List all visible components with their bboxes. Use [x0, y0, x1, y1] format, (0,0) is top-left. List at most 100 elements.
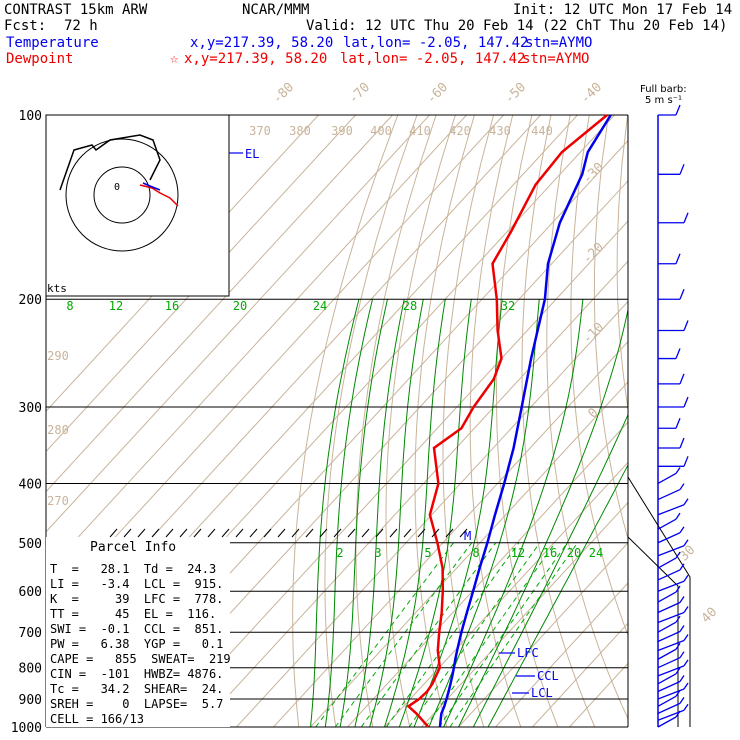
temperature-latlon: lat,lon= -2.05, 147.42	[343, 35, 529, 51]
hatch-mark	[361, 528, 370, 538]
isotherm-line	[532, 622, 628, 727]
parcel-info-box	[46, 537, 230, 727]
mixing-ratio-label: 8	[66, 299, 73, 313]
pressure-label: 300	[19, 401, 42, 416]
isotherm-line	[46, 115, 393, 493]
wind-barb	[657, 611, 685, 624]
wind-barb-flag	[683, 320, 689, 331]
mixing-ratio-label: 28	[403, 299, 417, 313]
hatch-mark	[249, 528, 258, 538]
temperature-legend: Temperature	[6, 35, 99, 51]
dry-adiabat-line	[546, 115, 628, 720]
parcel-info-row: Tc = 34.2 SHEAR= 24.	[50, 682, 224, 696]
mixing-ratio-lines	[315, 542, 578, 727]
dry-adiabat-line	[593, 115, 628, 541]
wind-barb-flag	[683, 659, 689, 667]
hatch-mark	[137, 528, 146, 538]
wind-barb-flag	[675, 348, 681, 359]
hatch-mark	[445, 528, 454, 538]
wind-barb-flag	[675, 667, 681, 675]
isotherm-line	[46, 115, 356, 453]
wind-barb-flag	[683, 574, 689, 582]
wind-barb	[657, 621, 677, 633]
hatch-mark	[263, 528, 272, 538]
mixing-ratio-label: 24	[313, 299, 327, 313]
theta-label: 270	[47, 494, 69, 508]
wind-barb	[657, 657, 681, 669]
isotherm-label: -50	[502, 80, 529, 107]
moist-adiabat-line	[310, 299, 360, 727]
mixing-ratio-label: 2	[336, 546, 343, 560]
hatch-mark	[221, 528, 230, 538]
mixing-ratio-line	[385, 542, 520, 727]
wind-barb	[657, 639, 685, 652]
annotation-m: M	[464, 529, 471, 543]
wind-barb-flag	[679, 164, 685, 175]
temperature-xy: x,y=217.39, 58.20	[190, 35, 334, 51]
pressure-label: 400	[19, 477, 42, 492]
mixing-ratio-label: 20	[233, 299, 247, 313]
mixing-ratio-label: 8	[472, 546, 479, 560]
wind-barb-flag	[675, 512, 681, 520]
wind-barb-flag	[675, 642, 681, 650]
annotation-ccl: CCL	[537, 669, 559, 683]
isotherm-label: -80	[270, 80, 297, 107]
parcel-info-row: CIN = -101 HWBZ= 4876.	[50, 667, 224, 681]
hatch-mark	[403, 528, 412, 538]
hatch-mark	[375, 528, 384, 538]
pressure-label: 700	[19, 626, 42, 641]
isotherm-line	[46, 115, 467, 573]
dewpoint-legend: Dewpoint	[6, 51, 74, 67]
wind-barb	[657, 504, 685, 516]
forecast-hour: 72 h	[64, 18, 98, 34]
theta-label: 370	[249, 124, 271, 138]
dewpoint-station: stn=AYMO	[522, 51, 590, 67]
theta-label: 420	[449, 124, 471, 138]
hodograph-ring-inner	[93, 166, 151, 224]
wind-barb-flag	[679, 625, 685, 632]
theta-label: 430	[489, 124, 511, 138]
wind-barb	[657, 518, 677, 530]
dry-adiabat-line	[703, 115, 740, 727]
mixing-ratio-line	[315, 542, 454, 727]
temperature-profile-line	[438, 114, 612, 728]
parcel-info-row: TT = 45 EL = 116.	[50, 607, 217, 621]
wind-barb-flag	[683, 703, 689, 711]
hodograph-trace-low	[139, 184, 179, 207]
wind-barb-flag	[679, 596, 685, 603]
wind-barb-flag	[679, 437, 685, 449]
wind-barb-flag	[683, 498, 689, 506]
wind-barb-flag	[675, 689, 681, 697]
hatch-mark	[123, 528, 132, 538]
wind-barb	[657, 557, 677, 569]
wind-barb	[657, 648, 677, 660]
hatch-mark	[305, 528, 314, 538]
wind-barb-flag	[683, 456, 689, 467]
wind-barb-flag	[679, 483, 685, 490]
hatch-mark	[291, 528, 300, 538]
isotherm-label: -10	[580, 320, 607, 347]
dry-adiabat-line	[469, 115, 522, 727]
mixing-ratio-line	[360, 542, 497, 727]
wind-barb-flag	[675, 253, 681, 264]
isotherm-label: -40	[578, 80, 605, 107]
parcel-info-title: Parcel Info	[90, 540, 177, 555]
isotherm-label: 40	[699, 605, 721, 627]
dry-adiabat-line	[495, 115, 559, 727]
hatch-mark	[277, 528, 286, 538]
isotherm-line	[421, 501, 628, 727]
hatch-mark	[179, 528, 188, 538]
parcel-info-row: SREH = 0 LAPSE= 5.7	[50, 697, 224, 711]
dry-adiabat-line	[385, 115, 456, 727]
hodograph-trace-high	[142, 182, 161, 191]
parcel-info-row: PW = 6.38 YGP = 0.1	[50, 637, 224, 651]
isotherm-line	[199, 260, 628, 727]
mixing-ratio-label: 5	[424, 546, 431, 560]
hodograph-frame	[45, 114, 230, 297]
dry-adiabat-line	[292, 115, 399, 727]
level-annotations: EL LFC CCL LCL M	[109, 147, 559, 700]
theta-label: 400	[370, 124, 392, 138]
wind-barb-flag	[683, 212, 689, 224]
forecast-label: Fcst:	[4, 18, 47, 34]
hatch-mark	[109, 528, 118, 538]
